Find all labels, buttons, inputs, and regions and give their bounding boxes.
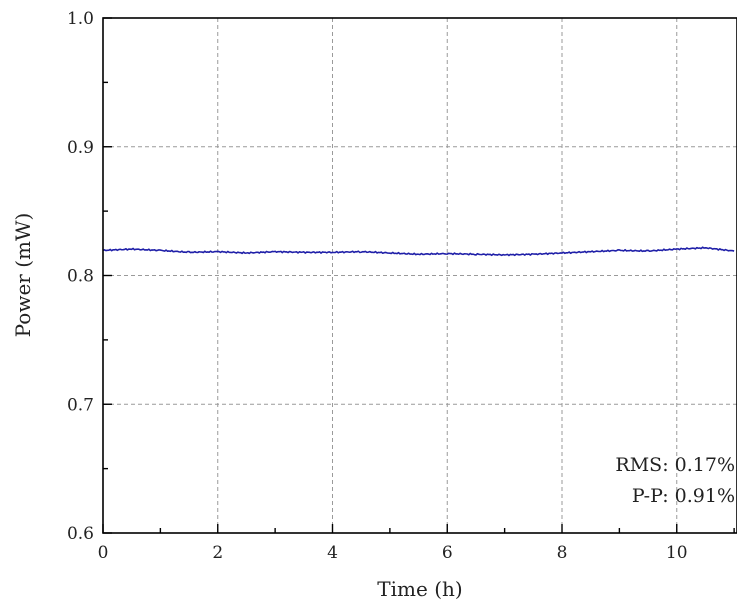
x-axis-title: Time (h) xyxy=(377,577,462,601)
y-tick-label: 0.8 xyxy=(67,267,94,287)
y-tick-label: 1.0 xyxy=(67,9,94,29)
x-tick-label: 8 xyxy=(557,543,568,563)
x-tick-label: 0 xyxy=(98,543,109,563)
y-tick-label: 0.9 xyxy=(67,138,94,158)
x-tick-label: 4 xyxy=(327,543,338,563)
axis-ticks xyxy=(102,17,735,534)
y-tick-label: 0.7 xyxy=(67,395,94,415)
series-layer xyxy=(102,246,735,257)
grid-lines xyxy=(103,18,737,533)
x-tick-label: 6 xyxy=(442,543,453,563)
rms-annotation: RMS: 0.17% xyxy=(615,454,735,476)
y-axis-title: Power (mW) xyxy=(11,213,35,338)
power-series-line xyxy=(102,246,735,257)
x-tick-label: 2 xyxy=(212,543,223,563)
tick-labels: 0 2 4 6 8 10 0.6 0.7 0.8 0.9 1.0 xyxy=(67,9,688,563)
y-tick-label: 0.6 xyxy=(67,524,94,544)
pp-annotation: P-P: 0.91% xyxy=(632,485,735,507)
x-tick-label: 10 xyxy=(666,543,688,563)
